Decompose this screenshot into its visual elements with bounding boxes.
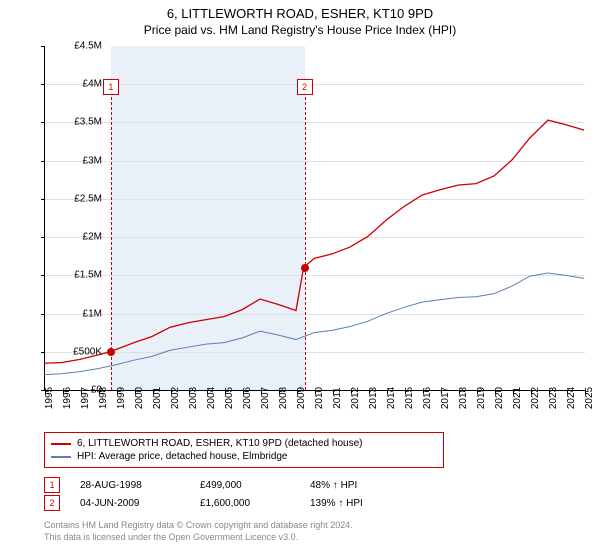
house-price-chart: 6, LITTLEWORTH ROAD, ESHER, KT10 9PD Pri… bbox=[0, 0, 600, 560]
x-axis-label: 2018 bbox=[458, 387, 469, 409]
x-axis-label: 2025 bbox=[584, 387, 595, 409]
x-axis-label: 2012 bbox=[350, 387, 361, 409]
y-axis-label: £2.5M bbox=[62, 193, 102, 204]
y-axis-label: £3M bbox=[62, 155, 102, 166]
x-axis-label: 2004 bbox=[206, 387, 217, 409]
footnote-line: Contains HM Land Registry data © Crown c… bbox=[44, 520, 353, 532]
page-title: 6, LITTLEWORTH ROAD, ESHER, KT10 9PD bbox=[0, 0, 600, 21]
x-axis-label: 1996 bbox=[62, 387, 73, 409]
x-axis-label: 1999 bbox=[116, 387, 127, 409]
legend: 6, LITTLEWORTH ROAD, ESHER, KT10 9PD (de… bbox=[44, 432, 444, 468]
x-axis-label: 2003 bbox=[188, 387, 199, 409]
transaction-price: £1,600,000 bbox=[200, 498, 290, 509]
x-axis-label: 1995 bbox=[44, 387, 55, 409]
x-axis-label: 2008 bbox=[278, 387, 289, 409]
y-axis-label: £1M bbox=[62, 308, 102, 319]
x-axis-label: 2000 bbox=[134, 387, 145, 409]
transaction-marker: 1 bbox=[44, 477, 60, 493]
legend-row: 6, LITTLEWORTH ROAD, ESHER, KT10 9PD (de… bbox=[51, 437, 437, 450]
legend-swatch bbox=[51, 456, 71, 458]
x-axis-label: 1997 bbox=[80, 387, 91, 409]
x-axis-label: 2013 bbox=[368, 387, 379, 409]
transaction-delta: 48% ↑ HPI bbox=[310, 480, 357, 491]
x-axis-label: 2021 bbox=[512, 387, 523, 409]
series-line bbox=[44, 120, 584, 363]
series-line bbox=[44, 273, 584, 375]
y-axis-label: £4M bbox=[62, 79, 102, 90]
transaction-table: 1 28-AUG-1998 £499,000 48% ↑ HPI 2 04-JUN-200… bbox=[44, 476, 363, 512]
x-axis-label: 2014 bbox=[386, 387, 397, 409]
y-axis-label: £2M bbox=[62, 232, 102, 243]
transaction-row: 2 04-JUN-2009 £1,600,000 139% ↑ HPI bbox=[44, 494, 363, 512]
x-axis-label: 2001 bbox=[152, 387, 163, 409]
chart-plot-area: 12 bbox=[44, 46, 584, 390]
x-axis-label: 2010 bbox=[314, 387, 325, 409]
y-axis-label: £1.5M bbox=[62, 270, 102, 281]
x-axis-label: 2002 bbox=[170, 387, 181, 409]
chart-subtitle: Price paid vs. HM Land Registry's House … bbox=[0, 21, 600, 37]
transaction-row: 1 28-AUG-1998 £499,000 48% ↑ HPI bbox=[44, 476, 363, 494]
x-axis-label: 1998 bbox=[98, 387, 109, 409]
legend-swatch bbox=[51, 443, 71, 445]
x-axis-label: 2022 bbox=[530, 387, 541, 409]
x-axis-label: 2006 bbox=[242, 387, 253, 409]
y-axis-label: £3.5M bbox=[62, 117, 102, 128]
transaction-price: £499,000 bbox=[200, 480, 290, 491]
footnote-line: This data is licensed under the Open Gov… bbox=[44, 532, 353, 544]
y-axis-label: £500K bbox=[62, 346, 102, 357]
x-axis-label: 2015 bbox=[404, 387, 415, 409]
y-axis-label: £4.5M bbox=[62, 41, 102, 52]
x-axis-label: 2016 bbox=[422, 387, 433, 409]
legend-label: 6, LITTLEWORTH ROAD, ESHER, KT10 9PD (de… bbox=[77, 438, 362, 449]
x-axis-label: 2024 bbox=[566, 387, 577, 409]
x-axis-label: 2007 bbox=[260, 387, 271, 409]
legend-label: HPI: Average price, detached house, Elmb… bbox=[77, 451, 288, 462]
transaction-date: 28-AUG-1998 bbox=[80, 480, 180, 491]
x-axis-label: 2017 bbox=[440, 387, 451, 409]
x-axis-label: 2023 bbox=[548, 387, 559, 409]
x-axis-label: 2020 bbox=[494, 387, 505, 409]
x-axis-label: 2019 bbox=[476, 387, 487, 409]
x-axis-label: 2005 bbox=[224, 387, 235, 409]
x-axis-label: 2011 bbox=[332, 387, 343, 409]
legend-row: HPI: Average price, detached house, Elmb… bbox=[51, 450, 437, 463]
transaction-delta: 139% ↑ HPI bbox=[310, 498, 363, 509]
footnote: Contains HM Land Registry data © Crown c… bbox=[44, 520, 353, 543]
transaction-marker: 2 bbox=[44, 495, 60, 511]
x-axis-label: 2009 bbox=[296, 387, 307, 409]
transaction-date: 04-JUN-2009 bbox=[80, 498, 180, 509]
